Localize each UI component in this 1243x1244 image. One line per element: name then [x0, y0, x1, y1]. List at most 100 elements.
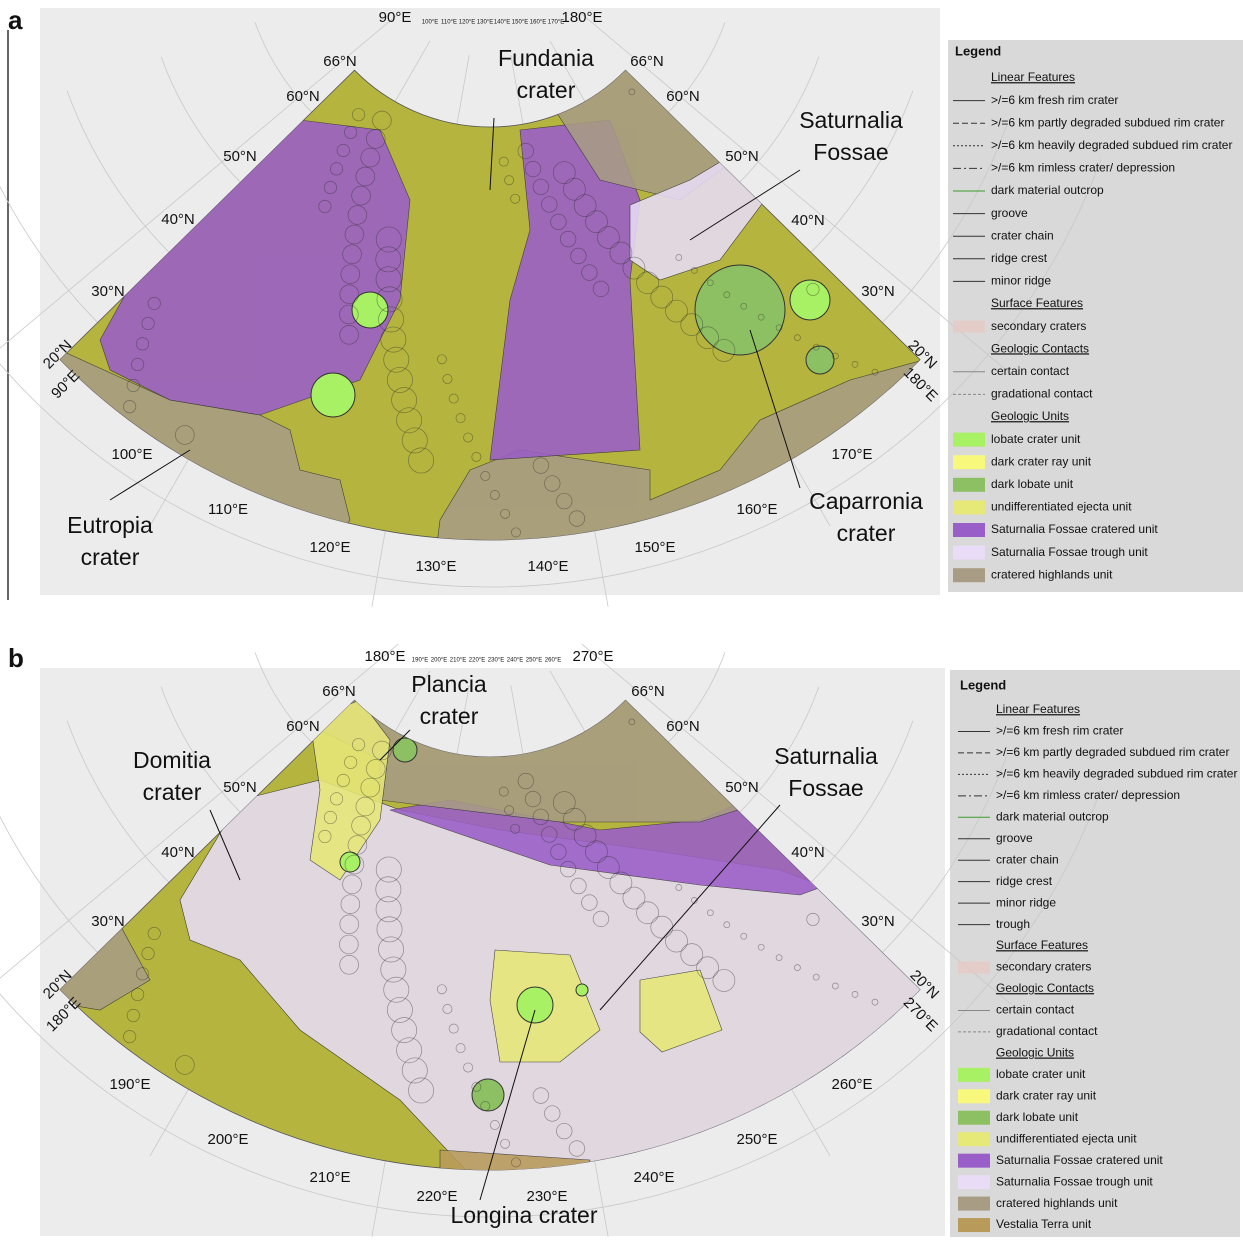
crater	[355, 166, 376, 187]
crater	[372, 740, 392, 761]
lat-label: 60°N	[666, 718, 700, 735]
crater	[323, 810, 337, 825]
lon-label: 130°E	[415, 558, 456, 575]
crater	[123, 400, 137, 414]
lon-label: 100°E	[111, 446, 152, 463]
lon-label: 180°E	[561, 9, 602, 26]
crater	[712, 339, 736, 362]
feat-label: crater	[81, 544, 140, 570]
legend-box	[950, 670, 1240, 1237]
crater	[392, 737, 418, 763]
legend-swatch	[953, 523, 985, 537]
lat-label: 60°N	[666, 88, 700, 105]
leg-label: minor ridge	[991, 274, 1051, 288]
crater	[694, 264, 786, 356]
crater	[556, 492, 573, 510]
small-label: 200°E	[431, 658, 447, 664]
crater	[706, 279, 714, 287]
crater	[386, 996, 413, 1023]
feat-label: Saturnalia	[799, 107, 903, 133]
crater	[408, 447, 435, 474]
leg-label: >/=6 km rimless crater/ depression	[996, 788, 1180, 802]
crater	[391, 1017, 418, 1044]
small-label: 150°E	[512, 20, 528, 26]
crater	[690, 267, 698, 274]
crater	[592, 280, 610, 298]
crater	[131, 987, 145, 1002]
crater	[517, 142, 534, 160]
crater	[366, 759, 386, 779]
crater	[339, 325, 359, 345]
lat-label: 50°N	[223, 148, 257, 165]
crater	[550, 843, 567, 861]
crater	[609, 241, 633, 265]
leg-label: trough	[996, 917, 1030, 931]
crater	[832, 982, 839, 990]
leg-label: lobate crater unit	[991, 432, 1081, 446]
crater	[665, 929, 688, 953]
legt-label: Legend	[955, 43, 1001, 58]
crater	[757, 313, 765, 321]
legend-swatch	[953, 568, 985, 583]
lon-label: 170°E	[831, 446, 872, 463]
feat-label: Fossae	[813, 139, 888, 165]
leg-label: secondary craters	[996, 960, 1091, 974]
crater	[339, 955, 359, 975]
crater	[383, 346, 410, 373]
crater	[723, 921, 731, 929]
crater	[812, 973, 820, 981]
crater	[175, 1055, 195, 1075]
crater	[448, 1023, 459, 1034]
crater	[375, 226, 402, 253]
crater	[376, 286, 403, 313]
leg-label: >/=6 km rimless crater/ depression	[991, 161, 1175, 175]
legh-label: Surface Features	[991, 296, 1083, 310]
crater	[351, 185, 371, 206]
legh-label: Geologic Units	[996, 1046, 1074, 1060]
crater	[832, 352, 839, 360]
crater	[636, 901, 659, 925]
leg-label: dark lobate unit	[991, 477, 1074, 491]
legend-swatch	[953, 545, 985, 560]
legh-label: Geologic Contacts	[996, 981, 1094, 995]
feat-label: Saturnalia	[774, 743, 878, 769]
legh-label: Linear Features	[991, 70, 1075, 84]
crater	[636, 271, 659, 295]
crater	[455, 413, 466, 424]
crater	[471, 1081, 482, 1092]
legend-box	[948, 40, 1243, 592]
lat-label: 40°N	[791, 844, 825, 861]
crater	[471, 451, 482, 462]
leg-label: dark material outcrop	[991, 183, 1104, 197]
crater	[556, 1122, 573, 1140]
feat-label: Longina crater	[450, 1202, 597, 1228]
crater	[436, 984, 447, 995]
graticule	[0, 159, 1102, 588]
crater	[351, 291, 389, 329]
small-label: 140°E	[494, 20, 510, 26]
crater	[680, 313, 704, 336]
crater	[378, 306, 405, 333]
small-label: 260°E	[545, 658, 561, 664]
lon-label: 150°E	[634, 539, 675, 556]
small-label: 130°E	[477, 20, 493, 26]
small-label: 250°E	[526, 658, 542, 664]
unit-patch	[639, 969, 723, 1053]
crater	[442, 374, 453, 384]
lon-label: 180°E	[364, 648, 405, 665]
crater	[581, 264, 598, 281]
leader-line	[689, 169, 801, 241]
lat-label: 40°N	[791, 212, 825, 229]
leader-line	[599, 804, 781, 1011]
crater	[375, 246, 402, 273]
crater	[318, 829, 332, 843]
crater	[141, 316, 155, 331]
unit-patch	[629, 149, 766, 281]
leg-label: dark material outcrop	[996, 809, 1109, 823]
crater	[516, 986, 554, 1024]
crater	[552, 791, 576, 814]
crater	[532, 457, 550, 474]
crater	[592, 910, 610, 928]
lat-label: 40°N	[161, 211, 195, 228]
crater	[570, 247, 587, 265]
